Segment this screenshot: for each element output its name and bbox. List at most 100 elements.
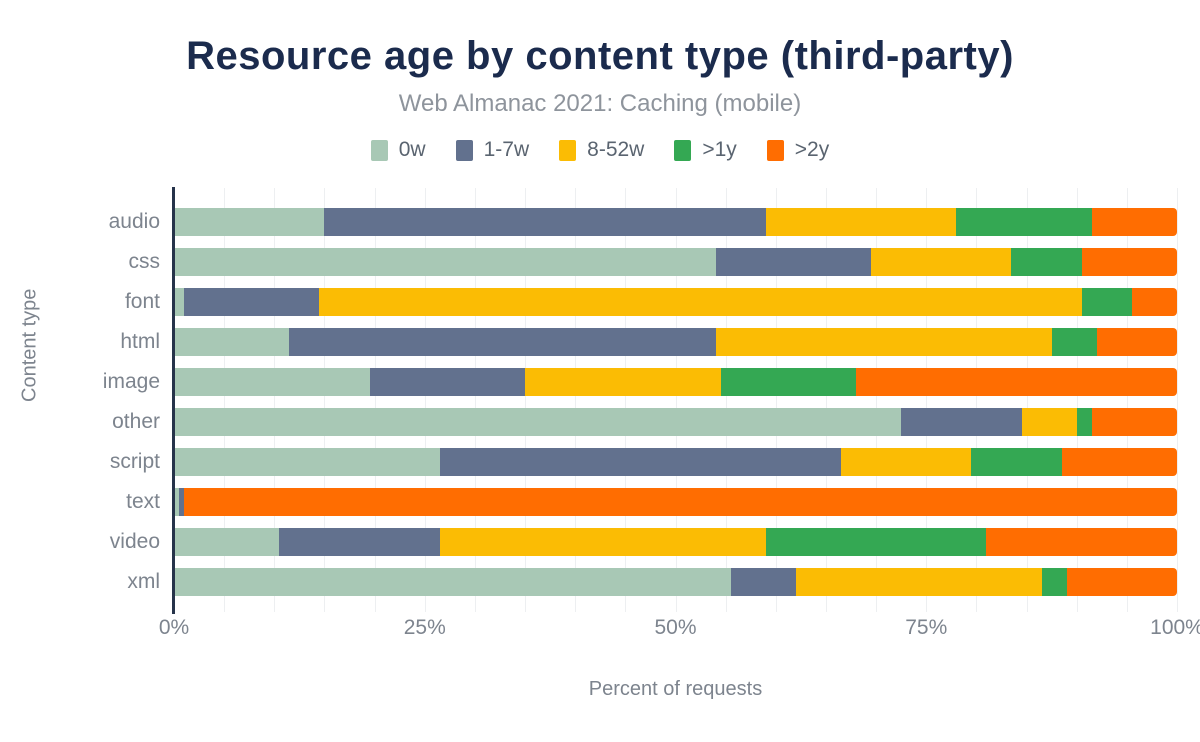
- bar-segment: [971, 448, 1062, 476]
- bar-segment: [730, 568, 796, 596]
- bar-segment: [174, 208, 325, 236]
- x-axis-labels: 0% 25% 50% 75% 100%: [159, 616, 1200, 646]
- bar-segment: [765, 208, 957, 236]
- bar-segment: [174, 248, 716, 276]
- y-tick-label: xml: [127, 570, 160, 593]
- bar-segment: [174, 288, 185, 316]
- bar-row: [174, 282, 1177, 322]
- bar-segment: [871, 248, 1012, 276]
- gridline: [274, 188, 276, 612]
- y-axis-title: Content type: [18, 288, 41, 402]
- bar-segment: [179, 488, 184, 516]
- bar-row: [174, 402, 1177, 442]
- bar-segment: [765, 528, 987, 556]
- bar-segment: [174, 408, 902, 436]
- y-tick-label: video: [109, 530, 160, 553]
- gridline: [1177, 188, 1178, 612]
- bar-segment: [439, 528, 766, 556]
- gridlines: [174, 188, 1178, 612]
- gridline: [1076, 188, 1078, 612]
- gridline: [525, 188, 527, 612]
- stacked-bar-html: [174, 328, 1177, 356]
- legend-label: 0w: [398, 138, 426, 161]
- legend-item[interactable]: 0w: [370, 138, 426, 162]
- bar-segment: [174, 368, 370, 396]
- bar-segment: [439, 448, 841, 476]
- bar-segment: [1011, 248, 1082, 276]
- legend-item[interactable]: 8-52w: [559, 138, 644, 162]
- legend-swatch: [674, 139, 692, 161]
- bar-segment: [174, 448, 440, 476]
- bar-segment: [856, 368, 1177, 396]
- y-tick-label: text: [126, 490, 160, 513]
- bar-segment: [1041, 568, 1067, 596]
- stacked-bar-other: [174, 408, 1177, 436]
- gridline: [1126, 188, 1128, 612]
- bar-segment: [720, 368, 856, 396]
- legend-item[interactable]: >2y: [766, 138, 830, 162]
- stacked-bar-audio: [174, 208, 1177, 236]
- gridline: [474, 188, 476, 612]
- gridline: [575, 188, 577, 612]
- stacked-bar-text: [174, 488, 1177, 516]
- bar-segment: [1081, 248, 1177, 276]
- plot-rows: [174, 202, 1177, 602]
- bar-row: [174, 442, 1177, 482]
- legend: 0w 1-7w 8-52w >1y >2y: [0, 138, 1200, 162]
- bar-segment: [1076, 408, 1092, 436]
- gridline: [424, 188, 426, 612]
- stacked-bar-font: [174, 288, 1177, 316]
- y-tick-label: html: [120, 330, 160, 353]
- bar-segment: [1051, 328, 1097, 356]
- y-axis-line: [172, 187, 175, 614]
- x-tick-label: 100%: [1150, 616, 1200, 639]
- chart-subtitle: Web Almanac 2021: Caching (mobile): [398, 90, 802, 117]
- bar-segment: [369, 368, 526, 396]
- bar-row: [174, 202, 1177, 242]
- x-tick-label: 0%: [158, 616, 190, 639]
- bar-segment: [174, 328, 290, 356]
- bar-segment: [1066, 568, 1177, 596]
- stacked-bar-script: [174, 448, 1177, 476]
- bar-segment: [174, 568, 731, 596]
- bar-segment: [279, 528, 440, 556]
- bar-segment: [1091, 408, 1177, 436]
- legend-label: >2y: [794, 138, 830, 161]
- legend-label: >1y: [702, 138, 737, 161]
- legend-swatch: [559, 139, 577, 161]
- bar-segment: [184, 488, 1177, 516]
- gridline: [224, 188, 226, 612]
- legend-label: 8-52w: [587, 138, 645, 161]
- gridline: [926, 188, 928, 612]
- gridline: [675, 188, 677, 612]
- bar-row: [174, 322, 1177, 362]
- legend-item[interactable]: 1-7w: [455, 138, 529, 162]
- legend-item[interactable]: >1y: [674, 138, 737, 162]
- bar-segment: [1081, 288, 1132, 316]
- gridline: [1026, 188, 1028, 612]
- bar-segment: [525, 368, 721, 396]
- bar-segment: [715, 248, 872, 276]
- bar-segment: [184, 288, 320, 316]
- chart-title: Resource age by content type (third-part…: [186, 34, 1014, 78]
- gridline: [876, 188, 878, 612]
- bar-row: [174, 482, 1177, 522]
- bar-segment: [1091, 208, 1177, 236]
- x-tick-label: 50%: [654, 616, 697, 639]
- x-tick-label: 25%: [403, 616, 446, 639]
- bar-segment: [795, 568, 1042, 596]
- bar-segment: [1096, 328, 1177, 356]
- x-tick-label: 75%: [905, 616, 948, 639]
- bar-row: [174, 562, 1177, 602]
- bar-segment: [174, 528, 280, 556]
- gridline: [374, 188, 376, 612]
- bar-segment: [715, 328, 1052, 356]
- y-tick-label: script: [109, 450, 160, 473]
- stacked-bar-css: [174, 248, 1177, 276]
- gridline: [625, 188, 627, 612]
- y-axis-labels: audio css font html image other script text vide…: [0, 202, 160, 602]
- gridline: [324, 188, 326, 612]
- x-axis-title: Percent of requests: [588, 678, 763, 700]
- bar-segment: [901, 408, 1022, 436]
